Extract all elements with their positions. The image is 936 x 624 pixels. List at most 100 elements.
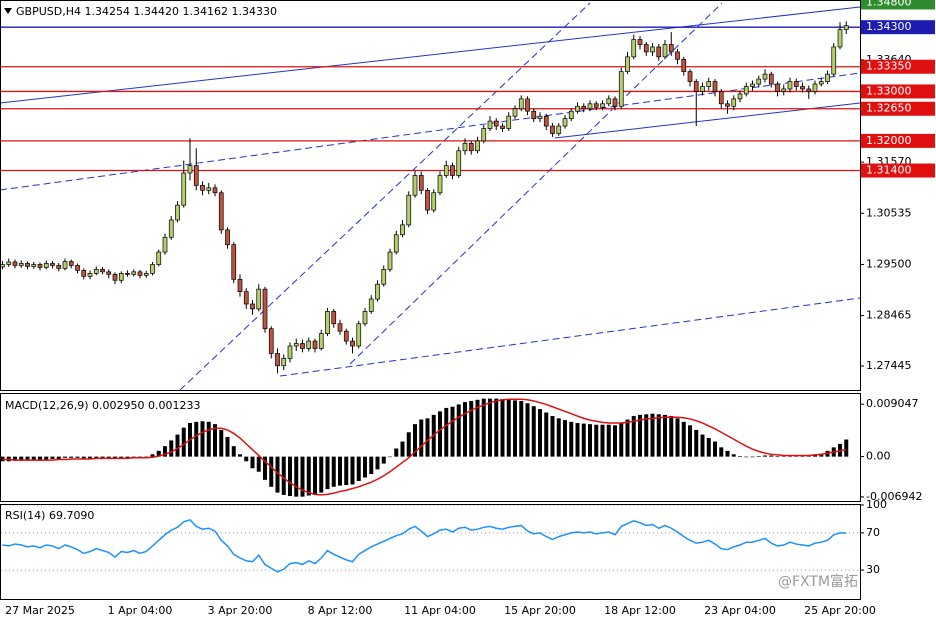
candle-body bbox=[387, 251, 393, 270]
macd-bar bbox=[56, 456, 61, 459]
candle-body bbox=[243, 291, 249, 305]
candle-body bbox=[337, 323, 343, 332]
macd-bar bbox=[681, 421, 686, 457]
signal-line bbox=[2, 398, 847, 496]
macd-bar bbox=[344, 456, 349, 486]
candle-body bbox=[687, 71, 693, 82]
macd-bar bbox=[819, 453, 824, 457]
macd-bar bbox=[269, 456, 274, 487]
candle-body bbox=[712, 81, 718, 92]
candle-body bbox=[193, 165, 199, 186]
candle-body bbox=[550, 125, 555, 134]
candle-body bbox=[325, 311, 330, 335]
candle-body bbox=[637, 39, 643, 45]
candle-body bbox=[18, 263, 24, 266]
macd-bar bbox=[625, 419, 630, 457]
macd-bar bbox=[250, 456, 255, 469]
macd-bar bbox=[656, 414, 661, 457]
macd-bar bbox=[200, 421, 205, 457]
candle-body bbox=[581, 105, 587, 110]
candle-body bbox=[631, 39, 637, 58]
macd-bar bbox=[706, 438, 711, 457]
trend-line bbox=[349, 2, 723, 365]
macd-bar bbox=[156, 450, 161, 457]
macd-bar bbox=[525, 403, 530, 457]
level-tag bbox=[861, 101, 935, 116]
macd-bar bbox=[388, 456, 392, 458]
macd-bar bbox=[425, 418, 430, 457]
chart-header: GBPUSD,H4 1.34254 1.34420 1.34162 1.3433… bbox=[16, 5, 277, 18]
macd-panel bbox=[0, 393, 861, 502]
macd-bar bbox=[25, 456, 30, 461]
macd-bar bbox=[781, 456, 786, 457]
macd-bar bbox=[413, 424, 417, 457]
trend-line bbox=[279, 297, 861, 377]
macd-bar bbox=[644, 414, 649, 457]
macd-bar bbox=[369, 456, 374, 475]
y-tick-label: 70 bbox=[866, 526, 880, 539]
candle-body bbox=[118, 272, 124, 281]
candle-body bbox=[393, 234, 399, 253]
macd-bar bbox=[81, 456, 86, 459]
high-label: 1.34420 bbox=[133, 5, 179, 18]
macd-bar bbox=[519, 400, 524, 457]
rsi-panel bbox=[0, 504, 861, 600]
candle-body bbox=[725, 103, 730, 107]
macd-bar bbox=[438, 411, 442, 457]
candle-body bbox=[412, 175, 418, 196]
macd-bar bbox=[169, 440, 174, 457]
macd-bar bbox=[263, 456, 267, 480]
candle-body bbox=[356, 323, 362, 347]
candle-body bbox=[62, 261, 68, 269]
macd-bar bbox=[756, 456, 761, 457]
candle-body bbox=[187, 165, 193, 174]
macd-bar bbox=[481, 398, 486, 457]
candle-body bbox=[181, 172, 187, 206]
macd-bar bbox=[563, 420, 567, 457]
macd-bar bbox=[63, 456, 67, 458]
candle-body bbox=[425, 189, 430, 211]
macd-bar bbox=[663, 414, 667, 457]
x-tick-label: 1 Apr 04:00 bbox=[108, 604, 173, 617]
candle-body bbox=[293, 343, 299, 347]
macd-bar bbox=[750, 456, 755, 458]
macd-bar bbox=[506, 399, 511, 457]
macd-bar bbox=[700, 434, 705, 457]
candle-body bbox=[531, 110, 537, 119]
macd-bar bbox=[744, 456, 749, 458]
x-tick-label: 25 Apr 20:00 bbox=[804, 604, 876, 617]
candle-body bbox=[262, 288, 268, 330]
candle-body bbox=[68, 261, 74, 266]
candle-body bbox=[731, 98, 737, 107]
macd-bar bbox=[550, 416, 555, 457]
macd-bar bbox=[294, 456, 299, 497]
candle-body bbox=[625, 56, 630, 73]
y-tick-label: 1.30535 bbox=[866, 206, 912, 219]
x-tick-label: 23 Apr 04:00 bbox=[704, 604, 776, 617]
macd-bar bbox=[569, 421, 574, 457]
macd-bar bbox=[556, 418, 561, 457]
macd-bar bbox=[19, 456, 24, 461]
candle-body bbox=[768, 73, 774, 85]
macd-bar bbox=[575, 422, 580, 457]
macd-bar bbox=[13, 456, 17, 461]
candle-body bbox=[600, 103, 605, 108]
candle-body bbox=[93, 269, 99, 274]
macd-bar bbox=[381, 456, 386, 464]
candle-body bbox=[400, 224, 405, 236]
candle-body bbox=[150, 264, 155, 274]
candle-body bbox=[281, 358, 287, 367]
macd-bar bbox=[100, 456, 105, 458]
candle-body bbox=[106, 271, 112, 275]
level-tag bbox=[861, 84, 935, 99]
macd-bar bbox=[713, 441, 717, 457]
macd-bar bbox=[38, 456, 42, 460]
candle-body bbox=[743, 86, 749, 95]
rsi-label: RSI(14) 69.7090 bbox=[5, 509, 94, 522]
candle-body bbox=[606, 98, 612, 105]
macd-bar bbox=[544, 412, 549, 457]
candle-body bbox=[718, 91, 724, 105]
